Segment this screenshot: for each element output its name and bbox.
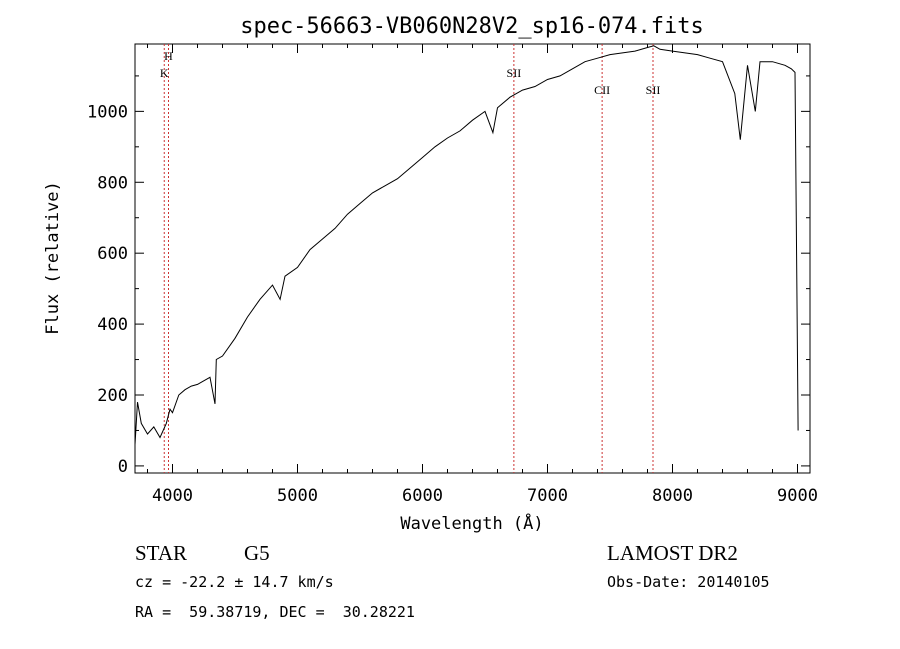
spectrum-chart: HK SII CII SII 4000 5000 6000 7000 8000 9000 0 20… xyxy=(43,14,818,534)
spectral-line-label: H xyxy=(164,49,173,63)
object-class: STAR xyxy=(135,541,187,565)
y-tick-label: 400 xyxy=(97,315,128,335)
spectral-line-label: CII xyxy=(594,83,610,97)
x-tick-label: 9000 xyxy=(777,486,818,506)
y-tick-label: 200 xyxy=(97,386,128,406)
x-tick-label: 8000 xyxy=(652,486,693,506)
redshift-readout: cz = -22.2 ± 14.7 km/s xyxy=(135,573,334,591)
spectral-line-label: SII xyxy=(646,83,661,97)
spectral-type: G5 xyxy=(244,541,270,565)
y-tick-label: 0 xyxy=(118,457,128,477)
x-tick-label: 4000 xyxy=(152,486,193,506)
x-axis-label: Wavelength (Å) xyxy=(400,512,543,534)
spectral-line-label: SII xyxy=(507,66,522,80)
x-tick-label: 6000 xyxy=(402,486,443,506)
y-tick-label: 600 xyxy=(97,244,128,264)
survey-name: LAMOST DR2 xyxy=(607,541,738,565)
chart-title: spec-56663-VB060N28V2_sp16-074.fits xyxy=(240,14,704,39)
x-tick-label: 7000 xyxy=(527,486,568,506)
y-axis-label: Flux (relative) xyxy=(43,181,63,335)
spectrum-series-line xyxy=(134,45,799,445)
x-tick-label: 5000 xyxy=(277,486,318,506)
spectral-line-label: K xyxy=(160,66,169,80)
obs-date: Obs-Date: 20140105 xyxy=(607,573,770,591)
coordinates-readout: RA = 59.38719, DEC = 30.28221 xyxy=(135,603,415,621)
y-tick-label: 800 xyxy=(97,173,128,193)
y-tick-label: 1000 xyxy=(87,102,128,122)
plot-frame xyxy=(134,43,811,474)
